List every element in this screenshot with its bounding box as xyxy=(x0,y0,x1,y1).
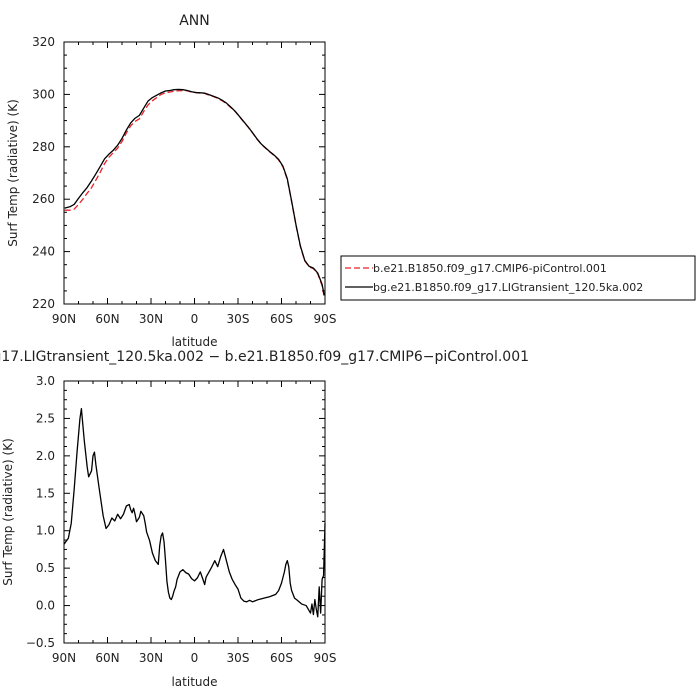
top-y-tick-label: 280 xyxy=(32,140,55,154)
bottom-plot-title: bg.e21.B1850.f09_g17.LIGtransient_120.5k… xyxy=(0,349,529,365)
bottom-y-tick-label: 0.0 xyxy=(36,599,55,613)
bottom-x-tick-label: 90N xyxy=(52,651,76,665)
top-y-axis-title: Surf Temp (radiative) (K) xyxy=(6,99,20,247)
top-x-axis-title: latitude xyxy=(171,335,217,349)
bottom-x-tick-label: 0 xyxy=(191,651,199,665)
bottom-x-tick-label: 90S xyxy=(314,651,337,665)
bottom-x-tick-label: 60N xyxy=(95,651,119,665)
top-y-tick-label: 320 xyxy=(32,35,55,49)
top-y-tick-label: 260 xyxy=(32,192,55,206)
bottom-y-tick-label: 3.0 xyxy=(36,374,55,388)
bottom-x-tick-label: 60S xyxy=(270,651,293,665)
bottom-x-tick-label: 30N xyxy=(139,651,163,665)
bottom-y-tick-label: 2.0 xyxy=(36,449,55,463)
legend: b.e21.B1850.f09_g17.CMIP6-piControl.001 … xyxy=(340,255,696,301)
top-plot-title: ANN xyxy=(179,13,210,29)
bottom-y-tick-label: 1.0 xyxy=(36,524,55,538)
top-y-tick-label: 300 xyxy=(32,87,55,101)
top-series-line-1 xyxy=(64,90,325,298)
bottom-y-tick-label: 2.5 xyxy=(36,411,55,425)
bottom-y-tick-label: −0.5 xyxy=(26,636,55,650)
top-plot-area: 90N 60N 30N 0 30S 60S 90S 220 240 260 280 300 320 xyxy=(32,35,336,326)
bottom-plot-area: 90N 60N 30N 0 30S 60S 90S −0.5 0.0 0.5 1.0 1.5 2.0 2.… xyxy=(26,374,337,665)
top-x-tick-label: 30N xyxy=(139,312,163,326)
top-series-line-2 xyxy=(64,88,325,296)
legend-label-series-2: bg.e21.B1850.f09_g17.LIGtransient_120.5k… xyxy=(373,281,643,294)
bottom-y-tick-label: 0.5 xyxy=(36,561,55,575)
bottom-y-tick-label: 1.5 xyxy=(36,486,55,500)
top-x-tick-label: 60N xyxy=(95,312,119,326)
bottom-series-line-1 xyxy=(63,408,326,618)
top-y-tick-label: 240 xyxy=(32,245,55,259)
bottom-y-axis-title: Surf Temp (radiative) (K) xyxy=(1,438,15,586)
top-x-tick-label: 30S xyxy=(227,312,250,326)
top-x-tick-label: 90N xyxy=(52,312,76,326)
bottom-panel: bg.e21.B1850.f09_g17.LIGtransient_120.5k… xyxy=(0,349,529,689)
legend-label-series-1: b.e21.B1850.f09_g17.CMIP6-piControl.001 xyxy=(373,262,607,275)
top-x-tick-label: 90S xyxy=(314,312,337,326)
top-x-tick-label: 60S xyxy=(270,312,293,326)
top-panel: ANN 90N 60N 30N 0 30S 60S 90S 220 240 260 280 300 32… xyxy=(6,13,696,349)
top-y-tick-label: 220 xyxy=(32,297,55,311)
bottom-x-axis-title: latitude xyxy=(171,675,217,689)
bottom-x-tick-label: 30S xyxy=(227,651,250,665)
legend-box xyxy=(340,255,696,301)
top-x-tick-label: 0 xyxy=(191,312,199,326)
